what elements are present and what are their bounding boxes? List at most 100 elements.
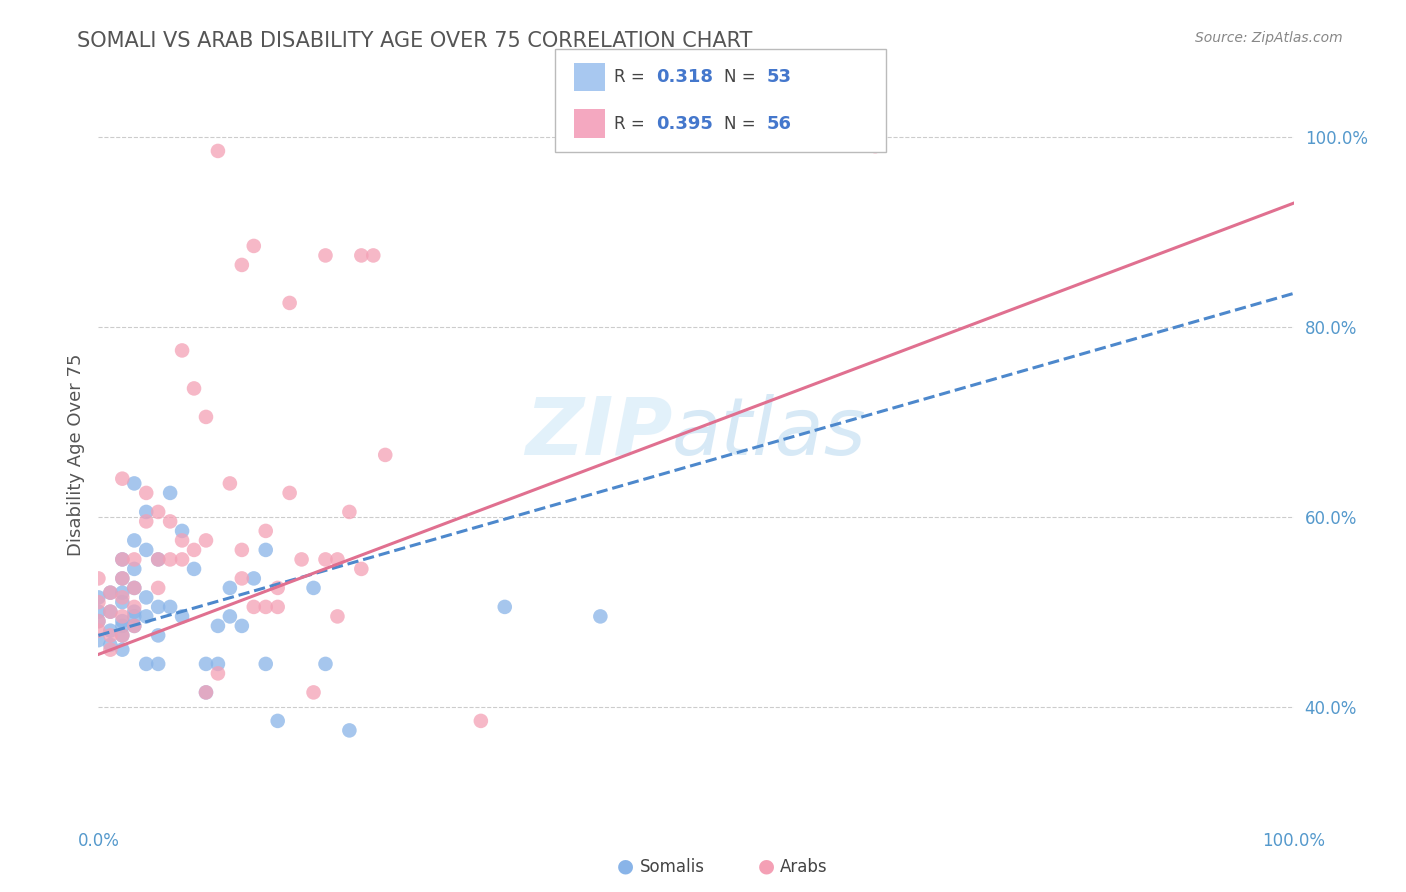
Point [315, 657, 337, 671]
Point [267, 599, 290, 614]
Text: 0.318: 0.318 [657, 68, 714, 86]
Point [231, 258, 253, 272]
Point [111, 642, 134, 657]
Point [243, 571, 266, 585]
Text: 53: 53 [766, 68, 792, 86]
Point [207, 144, 229, 158]
Point [219, 581, 242, 595]
Point [207, 657, 229, 671]
Point [172, 524, 194, 538]
Point [363, 248, 385, 262]
Point [172, 533, 194, 548]
Point [315, 552, 337, 566]
Point [195, 409, 218, 424]
Point [124, 619, 146, 633]
Point [219, 476, 242, 491]
Point [159, 515, 181, 529]
Text: N =: N = [724, 68, 755, 86]
Point [135, 657, 157, 671]
Point [87, 591, 110, 605]
Text: Arabs: Arabs [780, 858, 828, 876]
Point [326, 552, 349, 566]
Text: ●: ● [617, 857, 634, 876]
Point [183, 562, 205, 576]
Point [111, 571, 134, 585]
Point [231, 571, 253, 585]
Point [278, 296, 301, 310]
Text: R =: R = [614, 68, 645, 86]
Point [267, 581, 290, 595]
Point [87, 571, 110, 585]
Point [243, 239, 266, 253]
Point [339, 505, 361, 519]
Point [87, 595, 110, 609]
Y-axis label: Disability Age Over 75: Disability Age Over 75 [66, 353, 84, 557]
Point [98, 605, 122, 619]
Point [254, 599, 277, 614]
Point [195, 533, 218, 548]
Point [589, 609, 612, 624]
Point [135, 515, 157, 529]
Point [98, 585, 122, 599]
Point [183, 542, 205, 557]
Point [124, 562, 146, 576]
Point [315, 248, 337, 262]
Point [172, 552, 194, 566]
Point [111, 628, 134, 642]
Point [494, 599, 516, 614]
Point [278, 486, 301, 500]
Point [111, 552, 134, 566]
Point [254, 657, 277, 671]
Point [195, 685, 218, 699]
Point [207, 619, 229, 633]
Point [148, 657, 170, 671]
Point [148, 581, 170, 595]
Point [111, 591, 134, 605]
Text: SOMALI VS ARAB DISABILITY AGE OVER 75 CORRELATION CHART: SOMALI VS ARAB DISABILITY AGE OVER 75 CO… [77, 31, 752, 51]
Text: N =: N = [724, 115, 755, 133]
Point [195, 657, 218, 671]
Text: atlas: atlas [672, 394, 868, 472]
Point [124, 581, 146, 595]
Point [135, 505, 157, 519]
Point [124, 476, 146, 491]
Point [124, 609, 146, 624]
Point [148, 599, 170, 614]
Point [231, 542, 253, 557]
Point [267, 714, 290, 728]
Point [124, 533, 146, 548]
Point [111, 571, 134, 585]
Point [159, 486, 181, 500]
Point [470, 714, 492, 728]
Point [291, 552, 314, 566]
Point [243, 599, 266, 614]
Point [98, 642, 122, 657]
Point [219, 609, 242, 624]
Point [111, 619, 134, 633]
Point [148, 552, 170, 566]
Point [111, 628, 134, 642]
Point [87, 614, 110, 628]
Text: R =: R = [614, 115, 645, 133]
Point [87, 624, 110, 638]
Point [87, 633, 110, 648]
Point [98, 628, 122, 642]
Point [865, 139, 887, 153]
Point [124, 552, 146, 566]
Point [350, 248, 373, 262]
Point [339, 723, 361, 738]
Text: 56: 56 [766, 115, 792, 133]
Point [374, 448, 396, 462]
Point [124, 581, 146, 595]
Point [231, 619, 253, 633]
Point [87, 614, 110, 628]
Point [124, 599, 146, 614]
Point [254, 524, 277, 538]
Text: Somalis: Somalis [640, 858, 704, 876]
Point [87, 605, 110, 619]
Point [183, 381, 205, 395]
Point [172, 609, 194, 624]
Point [148, 628, 170, 642]
Point [98, 605, 122, 619]
Point [159, 552, 181, 566]
